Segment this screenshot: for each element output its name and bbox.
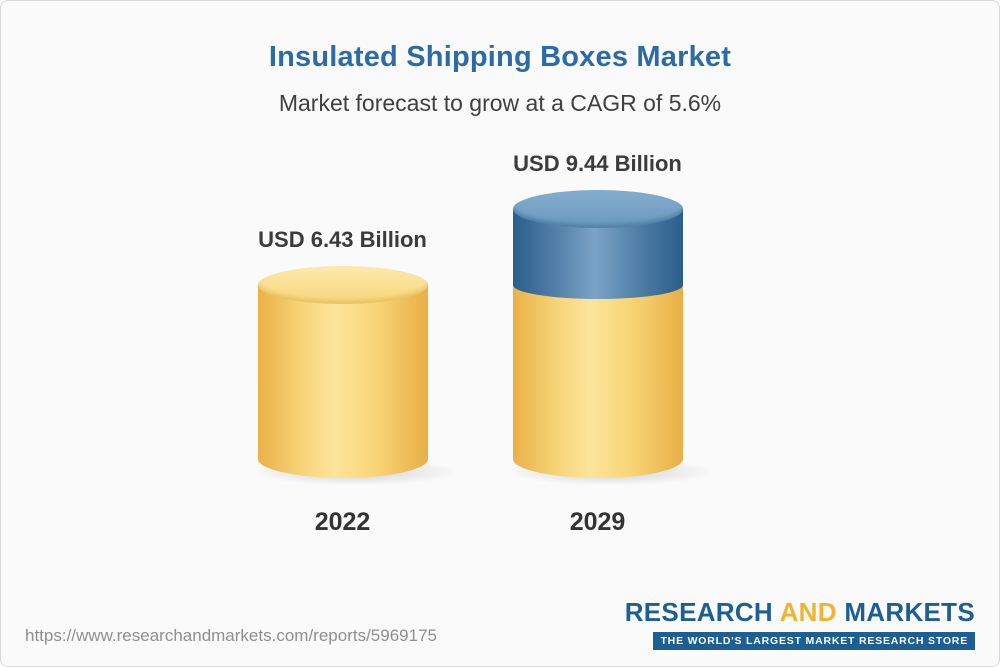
research-and-markets-logo: RESEARCH AND MARKETS THE WORLD'S LARGEST… [625,597,975,650]
logo-word-and: AND [779,597,837,627]
chart-title: Insulated Shipping Boxes Market [268,41,732,73]
logo-word-research: RESEARCH [624,597,774,627]
bar-2029-segment-growth [512,190,683,300]
bar-2029 [502,190,718,487]
bar-2029-top-cap [512,190,683,228]
bar-2022-top-cap [257,266,428,305]
logo-word-markets: MARKETS [844,597,975,627]
bar-2022 [247,266,463,487]
bar-chart: USD 6.43 Billion 2022 USD 9.44 Billion 2… [1,151,939,537]
year-label-2029: 2029 [569,508,626,537]
chart-subtitle: Market forecast to grow at a CAGR of 5.6… [278,90,722,116]
year-label-2022: 2022 [314,508,371,537]
bar-2029-segment-base [512,285,683,479]
logo-wordmark: RESEARCH AND MARKETS [625,597,975,628]
value-label-2029: USD 9.44 Billion [513,151,682,176]
value-label-2022: USD 6.43 Billion [258,227,427,253]
chart-header: Insulated Shipping Boxes Market Market f… [1,1,999,117]
bar-group-2022: USD 6.43 Billion 2022 [247,227,463,537]
report-url-link[interactable]: https://www.researchandmarkets.com/repor… [25,626,437,645]
bar-group-2029: USD 9.44 Billion 2029 [502,151,718,537]
logo-tagline: THE WORLD'S LARGEST MARKET RESEARCH STOR… [653,632,975,650]
bar-2022-segment-base [257,266,428,479]
